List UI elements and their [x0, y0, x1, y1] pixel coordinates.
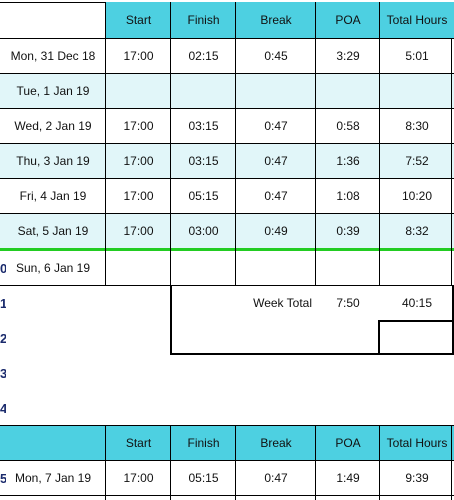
grid-line: [0, 38, 454, 39]
grid-line: [0, 425, 454, 426]
break-cell[interactable]: [236, 250, 316, 285]
row-band-thu: [0, 143, 454, 178]
row-number: 2: [0, 332, 6, 346]
row-number: 1: [0, 297, 6, 311]
week-separator-line: [0, 248, 454, 251]
header-poa[interactable]: POA: [316, 2, 380, 38]
grid-line: [235, 425, 236, 500]
start-cell[interactable]: 17:00: [123, 470, 154, 485]
poa-cell[interactable]: [316, 250, 380, 285]
break-cell[interactable]: 0:47: [264, 118, 288, 133]
start-cell[interactable]: 17:00: [123, 223, 154, 238]
header-finish[interactable]: Finish: [171, 2, 236, 38]
row-band-tue: [0, 73, 454, 108]
break-cell[interactable]: [236, 73, 316, 108]
break-cell[interactable]: 0:49: [264, 223, 288, 238]
week-total-border: [378, 320, 454, 322]
grid-line: [0, 143, 454, 144]
week-total-border: [170, 285, 172, 355]
day-cell[interactable]: Mon, 7 Jan 19: [14, 470, 92, 485]
start-cell[interactable]: 17:00: [123, 48, 154, 63]
poa-cell[interactable]: 1:49: [336, 470, 360, 485]
grid-line: [235, 2, 236, 286]
grid-line: [170, 2, 171, 286]
poa-cell[interactable]: 1:08: [336, 188, 360, 203]
header-start[interactable]: Start: [106, 2, 171, 38]
grid-line: [315, 2, 316, 286]
break-cell[interactable]: 0:47: [264, 153, 288, 168]
header-finish[interactable]: Finish: [171, 425, 236, 460]
start-cell[interactable]: 17:00: [123, 153, 154, 168]
start-cell[interactable]: [106, 73, 171, 108]
week-total-label: Week Total: [253, 296, 312, 310]
header-total-hours[interactable]: Total Hours: [380, 2, 454, 38]
header-break[interactable]: Break: [236, 2, 316, 38]
day-cell[interactable]: Sat, 5 Jan 19: [17, 223, 89, 238]
poa-cell[interactable]: 0:58: [336, 118, 360, 133]
week-total-border: [170, 353, 454, 355]
start-cell[interactable]: [106, 250, 171, 285]
grid-line: [451, 425, 452, 500]
start-cell[interactable]: 17:00: [123, 118, 154, 133]
grid-line: [0, 178, 454, 179]
week-total-poa[interactable]: 7:50: [336, 296, 360, 310]
total-cell[interactable]: [380, 250, 454, 285]
finish-cell[interactable]: 03:15: [188, 153, 219, 168]
poa-cell[interactable]: 3:29: [336, 48, 360, 63]
total-cell[interactable]: 8:30: [405, 118, 429, 133]
grid-line: [105, 425, 106, 500]
header-start[interactable]: Start: [106, 425, 171, 460]
total-cell[interactable]: 9:39: [405, 470, 429, 485]
total-cell[interactable]: [380, 73, 454, 108]
row-number: 3: [0, 367, 6, 381]
grid-line: [0, 108, 454, 109]
row-band-sat: [0, 213, 454, 248]
total-cell[interactable]: 5:01: [405, 48, 429, 63]
day-cell[interactable]: Tue, 1 Jan 19: [16, 83, 90, 98]
grid-line: [0, 213, 454, 214]
finish-cell[interactable]: [171, 250, 236, 285]
grid-line: [451, 38, 452, 286]
day-cell[interactable]: Wed, 2 Jan 19: [14, 118, 92, 133]
finish-cell[interactable]: [171, 73, 236, 108]
row-number: 5: [0, 472, 6, 486]
header-poa[interactable]: POA: [316, 425, 380, 460]
grid-line: [0, 460, 454, 461]
grid-line: [379, 425, 380, 500]
break-cell[interactable]: 0:47: [264, 188, 288, 203]
grid-line: [170, 425, 171, 500]
week-total-border: [378, 320, 380, 355]
grid-line: [379, 2, 380, 286]
total-cell[interactable]: 8:32: [405, 223, 429, 238]
finish-cell[interactable]: 05:15: [188, 188, 219, 203]
grid-line: [0, 73, 454, 74]
header-break[interactable]: Break: [236, 425, 316, 460]
grid-line: [0, 495, 454, 496]
day-cell[interactable]: Fri, 4 Jan 19: [19, 188, 87, 203]
total-cell[interactable]: 10:20: [401, 188, 433, 203]
row-number: 4: [0, 402, 6, 416]
finish-cell[interactable]: 03:15: [188, 118, 219, 133]
header-total-hours[interactable]: Total Hours: [380, 425, 454, 460]
break-cell[interactable]: 0:45: [264, 48, 288, 63]
finish-cell[interactable]: 05:15: [188, 470, 219, 485]
day-cell[interactable]: Thu, 3 Jan 19: [16, 153, 90, 168]
grid-line: [315, 425, 316, 500]
poa-cell[interactable]: 0:39: [336, 223, 360, 238]
grid-line: [105, 2, 106, 286]
finish-cell[interactable]: 03:00: [188, 223, 219, 238]
row-number: 0: [0, 262, 6, 276]
finish-cell[interactable]: 02:15: [188, 48, 219, 63]
start-cell[interactable]: 17:00: [123, 188, 154, 203]
poa-cell[interactable]: [316, 73, 380, 108]
day-cell[interactable]: Sun, 6 Jan 19: [15, 260, 91, 275]
total-cell[interactable]: 7:52: [405, 153, 429, 168]
grid-line: [0, 285, 454, 286]
week-total-hours[interactable]: 40:15: [401, 296, 433, 310]
day-cell[interactable]: Mon, 31 Dec 18: [10, 48, 96, 63]
poa-cell[interactable]: 1:36: [336, 153, 360, 168]
break-cell[interactable]: 0:47: [264, 470, 288, 485]
grid-line: [0, 2, 106, 3]
